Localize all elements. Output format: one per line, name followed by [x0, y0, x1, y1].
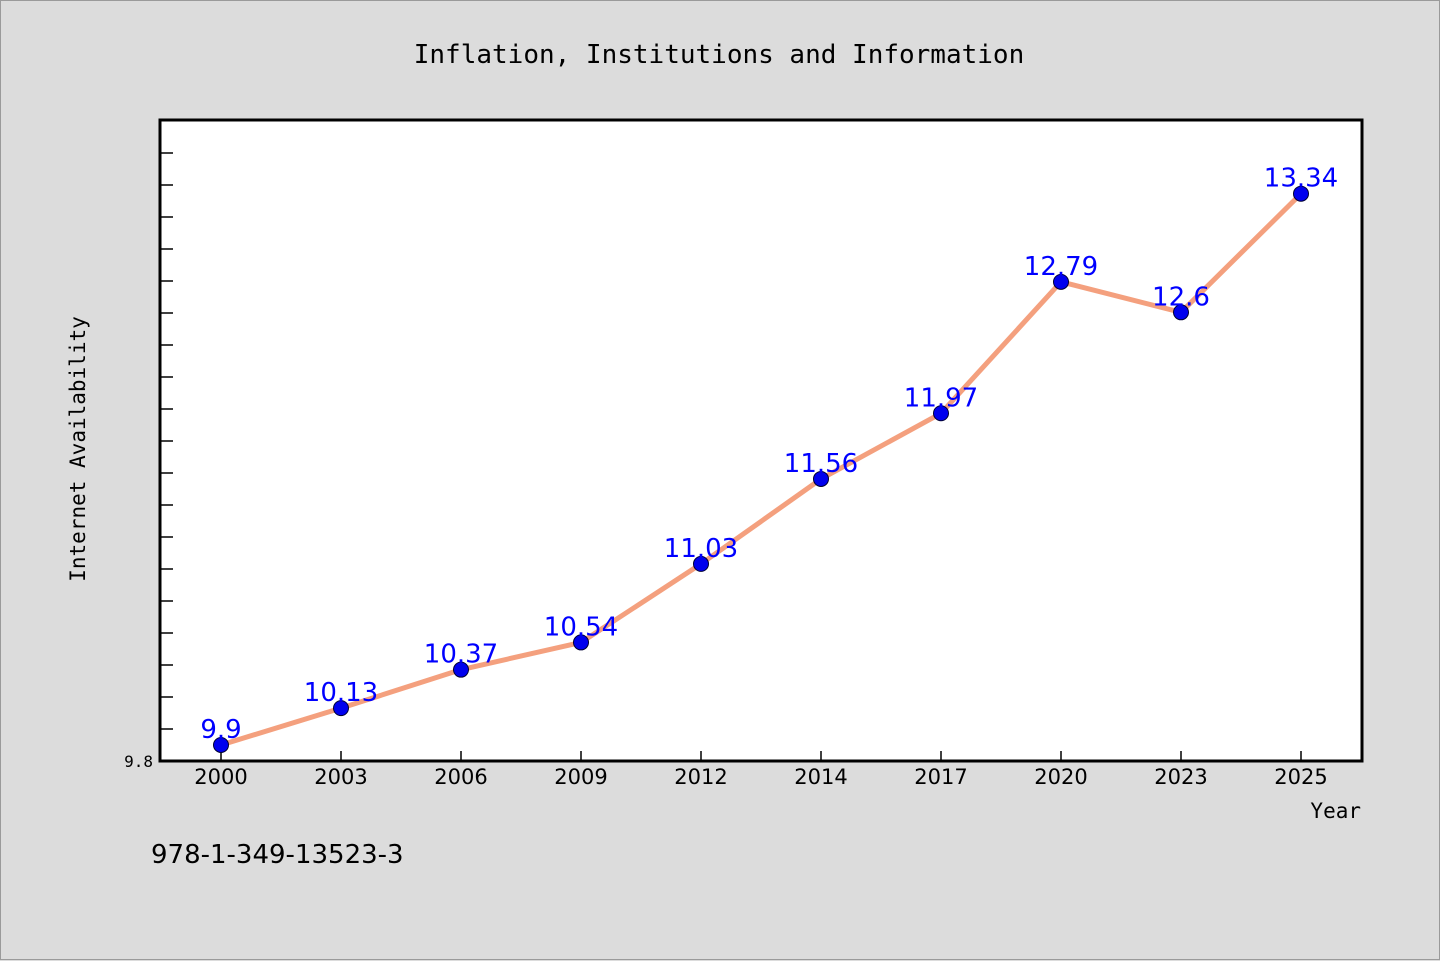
x-tick-label-2012: 2012 — [674, 765, 727, 789]
data-label-2012: 11.03 — [664, 534, 738, 564]
y-axis-ticks — [160, 152, 173, 762]
x-tick-label-2009: 2009 — [554, 765, 607, 789]
x-axis-ticks — [220, 751, 1302, 761]
data-label-2014: 11.56 — [784, 449, 858, 479]
isbn-text: 978-1-349-13523-3 — [151, 840, 404, 870]
x-tick-label-2006: 2006 — [434, 765, 487, 789]
data-point-2014 — [813, 470, 829, 487]
data-point-2000 — [213, 736, 229, 753]
data-point-2012 — [693, 555, 709, 572]
x-axis-tick-labels: 2000 2003 2006 2009 2012 2014 2017 2020 2023 2025 — [194, 765, 1327, 789]
data-point-2009 — [573, 634, 589, 651]
plot-area — [158, 118, 1364, 763]
data-point-2003 — [333, 700, 349, 717]
data-label-2025: 13.34 — [1264, 164, 1338, 194]
data-label-2017: 11.97 — [904, 383, 978, 413]
series-markers — [213, 185, 1309, 753]
y-axis-tick-labels: 9.8 — [124, 752, 153, 771]
data-labels: 9.9 10.13 10.37 10.54 11.03 11.56 11.97 12.79 12… — [200, 164, 1338, 745]
x-tick-label-2025: 2025 — [1274, 765, 1327, 789]
data-label-2020: 12.79 — [1024, 252, 1098, 282]
x-tick-label-2023: 2023 — [1154, 765, 1207, 789]
chart-title: Inflation, Institutions and Information — [414, 40, 1024, 70]
data-label-2023: 12.6 — [1152, 282, 1210, 312]
data-label-2003: 10.13 — [304, 678, 378, 708]
data-point-2025 — [1293, 185, 1309, 202]
series-line — [220, 191, 1303, 748]
data-point-2006 — [453, 661, 469, 678]
data-label-2006: 10.37 — [424, 640, 498, 670]
y-axis-label: Internet Availability — [66, 316, 90, 582]
y-tick-label-0: 9.8 — [124, 752, 153, 771]
x-tick-label-2020: 2020 — [1034, 765, 1087, 789]
data-point-2020 — [1053, 273, 1069, 290]
x-tick-label-2014: 2014 — [794, 765, 847, 789]
x-tick-label-2003: 2003 — [314, 765, 367, 789]
data-point-2023 — [1173, 304, 1189, 321]
data-point-2017 — [933, 405, 949, 422]
x-tick-label-2017: 2017 — [914, 765, 967, 789]
x-tick-label-2000: 2000 — [194, 765, 247, 789]
data-label-2009: 10.54 — [544, 612, 618, 642]
data-label-2000: 9.9 — [200, 715, 241, 745]
x-axis-label: Year — [1310, 799, 1361, 823]
